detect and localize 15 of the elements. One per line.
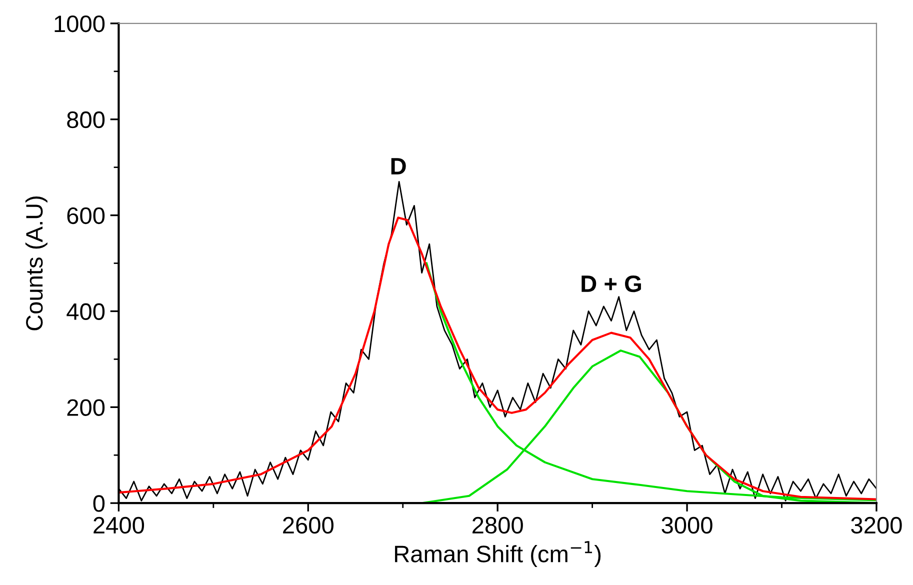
x-tick-label: 2400 [94,516,144,534]
y-axis-title: Counts (A.U) [25,196,48,330]
x-axis-title: Raman Shift (cm$^{−1}$) [395,541,601,568]
y-tick-label: 1000 [54,15,105,32]
y-tick-label: 800 [67,111,105,128]
x-tick-label: 2800 [472,516,523,534]
x-tick-label: 3200 [851,516,902,534]
y-tick-label: 0 [93,495,105,512]
x-tick-label: 3000 [662,516,712,534]
y-tick-label: 400 [66,303,105,320]
annotation: D [391,158,406,174]
x-tick-label: 2600 [283,516,334,534]
annotation: D + G [582,275,641,292]
y-tick-label: 600 [67,207,105,224]
y-tick-label: 200 [67,399,105,416]
